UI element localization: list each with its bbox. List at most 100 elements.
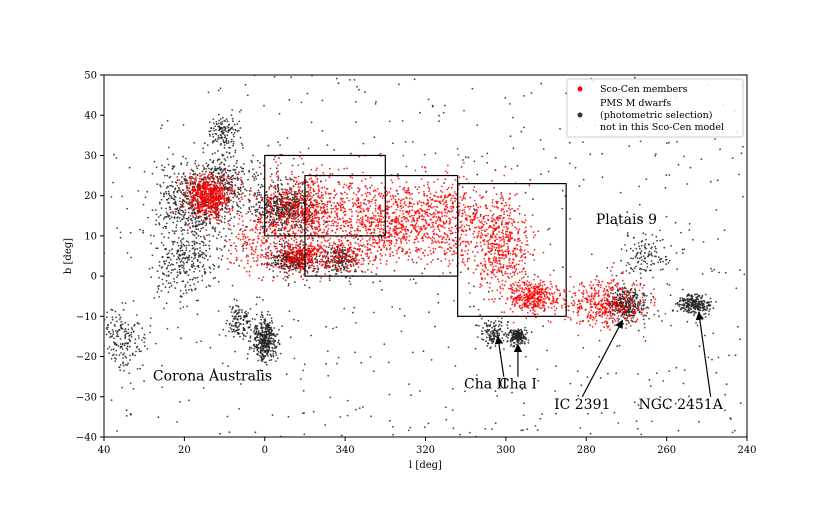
data-point <box>209 171 211 174</box>
data-point <box>522 429 524 432</box>
data-point <box>193 276 195 279</box>
data-point <box>357 187 360 190</box>
data-point <box>219 432 222 435</box>
data-point <box>645 269 647 272</box>
data-point <box>554 390 556 392</box>
data-point <box>354 242 357 244</box>
data-point <box>221 123 224 125</box>
data-point <box>273 345 276 347</box>
data-point <box>282 222 284 225</box>
data-point <box>268 268 271 271</box>
data-point <box>719 148 721 151</box>
data-point <box>266 201 269 204</box>
data-point <box>168 231 171 234</box>
data-point <box>397 173 399 176</box>
data-point <box>640 277 642 279</box>
data-point <box>373 311 375 314</box>
data-point <box>695 296 697 299</box>
data-point <box>674 303 677 305</box>
data-point <box>227 126 230 129</box>
data-point <box>372 370 375 373</box>
data-point <box>618 318 620 321</box>
data-point <box>205 255 208 257</box>
data-point <box>422 350 425 353</box>
data-point <box>185 164 188 166</box>
data-point <box>225 235 227 238</box>
data-point <box>135 346 138 349</box>
data-point <box>161 364 163 367</box>
data-point <box>244 311 246 314</box>
data-point <box>311 253 313 256</box>
data-point <box>630 314 632 317</box>
data-point <box>206 165 209 168</box>
data-point <box>273 254 275 257</box>
data-point <box>640 256 643 259</box>
data-point <box>217 180 220 183</box>
data-point <box>203 199 206 201</box>
data-point <box>190 263 193 266</box>
data-point <box>162 272 164 274</box>
data-point <box>161 124 164 127</box>
data-point <box>696 293 699 296</box>
data-point <box>223 173 226 175</box>
data-point <box>263 342 266 345</box>
data-point <box>232 330 235 332</box>
data-point <box>355 121 357 123</box>
data-point <box>611 320 614 322</box>
data-point <box>260 196 262 199</box>
data-point <box>511 338 514 341</box>
data-point <box>336 362 338 365</box>
data-point <box>242 318 245 321</box>
data-point <box>501 330 503 333</box>
data-point <box>202 151 205 154</box>
data-point <box>520 328 522 331</box>
data-point <box>219 166 221 169</box>
data-point <box>212 210 215 213</box>
data-point <box>150 317 152 320</box>
data-point <box>682 300 685 303</box>
data-point <box>264 320 267 322</box>
data-point <box>180 191 183 194</box>
data-point <box>232 200 235 203</box>
data-point <box>191 289 193 292</box>
data-point <box>235 245 237 248</box>
data-point <box>411 141 414 143</box>
data-point <box>668 259 671 262</box>
data-point <box>242 185 245 188</box>
data-point <box>629 295 632 297</box>
data-point <box>223 144 226 147</box>
data-point <box>260 199 263 202</box>
data-point <box>632 316 635 319</box>
data-point <box>465 156 467 159</box>
data-point <box>228 123 231 126</box>
data-point <box>639 268 641 271</box>
data-point <box>228 224 231 227</box>
data-point <box>232 120 234 122</box>
data-point <box>679 297 682 299</box>
data-point <box>704 293 707 296</box>
data-point <box>411 258 414 261</box>
data-point <box>266 343 268 346</box>
data-point <box>126 364 129 366</box>
data-point <box>663 246 666 249</box>
data-point <box>653 250 656 253</box>
data-point <box>146 190 149 193</box>
data-point <box>474 347 477 350</box>
data-point <box>192 224 195 227</box>
data-point <box>645 314 647 317</box>
data-point <box>257 174 259 177</box>
data-point <box>250 206 253 208</box>
data-point <box>237 191 239 194</box>
data-point <box>194 218 197 221</box>
data-point <box>195 225 198 227</box>
data-point <box>616 312 619 314</box>
data-point <box>536 429 539 432</box>
data-point <box>224 159 227 162</box>
data-point <box>230 192 232 194</box>
data-point <box>111 309 114 311</box>
data-point <box>167 190 170 193</box>
data-point <box>650 292 652 295</box>
data-point <box>493 327 496 330</box>
data-point <box>182 172 185 175</box>
data-point <box>494 390 497 392</box>
